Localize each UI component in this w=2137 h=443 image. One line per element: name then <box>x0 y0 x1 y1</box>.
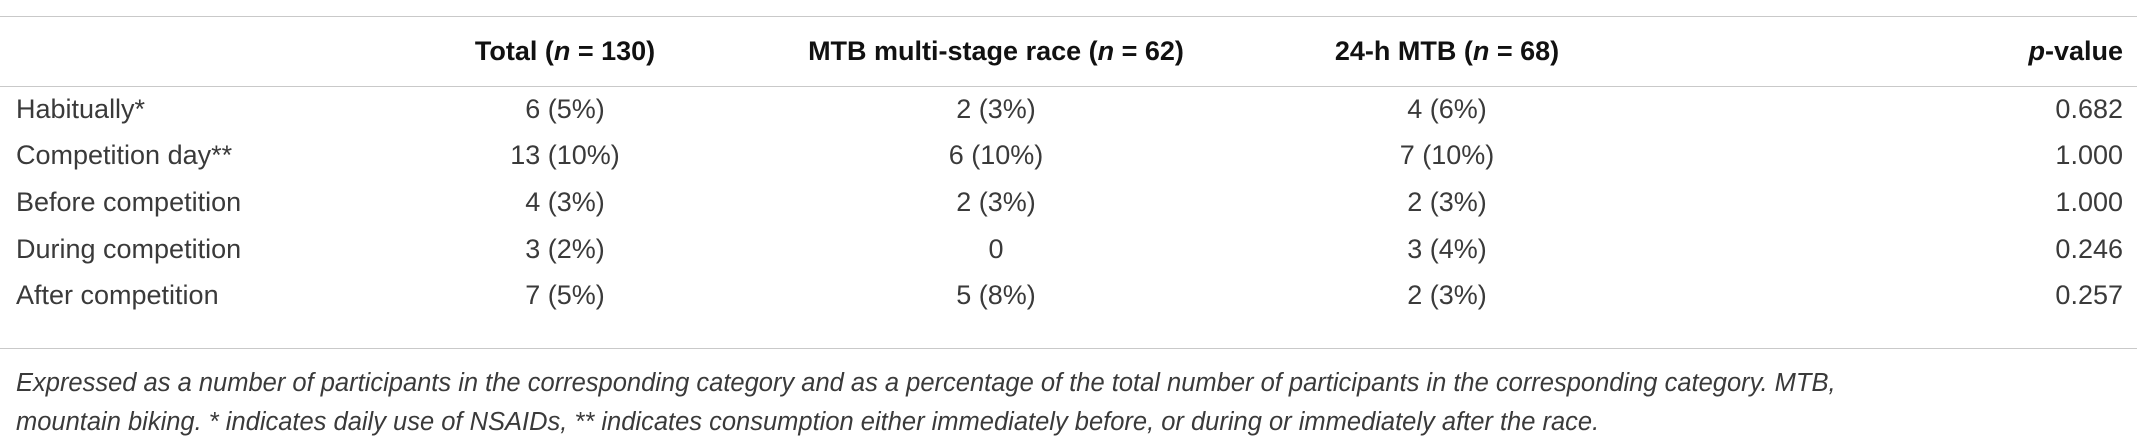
row-label: During competition <box>16 233 242 264</box>
nsaid-use-table: Total (n = 130) MTB multi-stage race (n … <box>0 17 2137 319</box>
cell-total: 3 (2%) <box>525 233 605 264</box>
header-empty <box>0 17 440 86</box>
top-rule <box>0 16 2137 17</box>
cell-mtb: 2 (3%) <box>956 186 1036 217</box>
footnote-line-1: Expressed as a number of participants in… <box>16 369 1836 397</box>
table-row: During competition 3 (2%) 0 3 (4%) 0.246 <box>0 226 2137 273</box>
header-mtb-multistage: MTB multi-stage race (n = 62) <box>808 36 1184 66</box>
row-label: Before competition <box>16 186 242 217</box>
header-row: Total (n = 130) MTB multi-stage race (n … <box>0 17 2137 86</box>
table-row: Habitually* 6 (5%) 2 (3%) 4 (6%) 0.682 <box>0 86 2137 133</box>
cell-mtb: 6 (10%) <box>948 140 1044 171</box>
cell-24h: 2 (3%) <box>1407 186 1487 217</box>
cell-mtb: 5 (8%) <box>956 280 1036 311</box>
bottom-rule <box>0 348 2137 349</box>
table-footnote: Expressed as a number of participants in… <box>16 364 2116 442</box>
row-label: Competition day** <box>16 140 233 171</box>
table-row: Competition day** 13 (10%) 6 (10%) 7 (10… <box>0 133 2137 180</box>
cell-p-value: 1.000 <box>2055 186 2123 217</box>
cell-24h: 3 (4%) <box>1407 233 1487 264</box>
cell-p-value: 1.000 <box>2055 140 2123 171</box>
cell-p-value: 0.682 <box>2055 93 2123 124</box>
row-label: Habitually* <box>16 93 146 124</box>
header-rule <box>0 86 2137 87</box>
row-label: After competition <box>16 280 219 311</box>
footnote-line-2: mountain biking. * indicates daily use o… <box>16 408 1600 436</box>
header-p-value: p-value <box>2028 36 2123 66</box>
header-total: Total (n = 130) <box>474 36 656 66</box>
cell-p-value: 0.246 <box>2055 233 2123 264</box>
cell-24h: 7 (10%) <box>1399 140 1495 171</box>
table-row: Before competition 4 (3%) 2 (3%) 2 (3%) … <box>0 179 2137 226</box>
table-row: After competition 7 (5%) 5 (8%) 2 (3%) 0… <box>0 272 2137 319</box>
cell-24h: 4 (6%) <box>1407 93 1487 124</box>
cell-p-value: 0.257 <box>2055 280 2123 311</box>
cell-mtb: 2 (3%) <box>956 93 1036 124</box>
cell-total: 13 (10%) <box>510 140 620 171</box>
cell-total: 4 (3%) <box>525 186 605 217</box>
cell-total: 7 (5%) <box>525 280 605 311</box>
cell-24h: 2 (3%) <box>1407 280 1487 311</box>
header-24h-mtb: 24-h MTB (n = 68) <box>1334 36 1560 66</box>
cell-total: 6 (5%) <box>525 93 605 124</box>
cell-mtb: 0 <box>988 233 1004 264</box>
